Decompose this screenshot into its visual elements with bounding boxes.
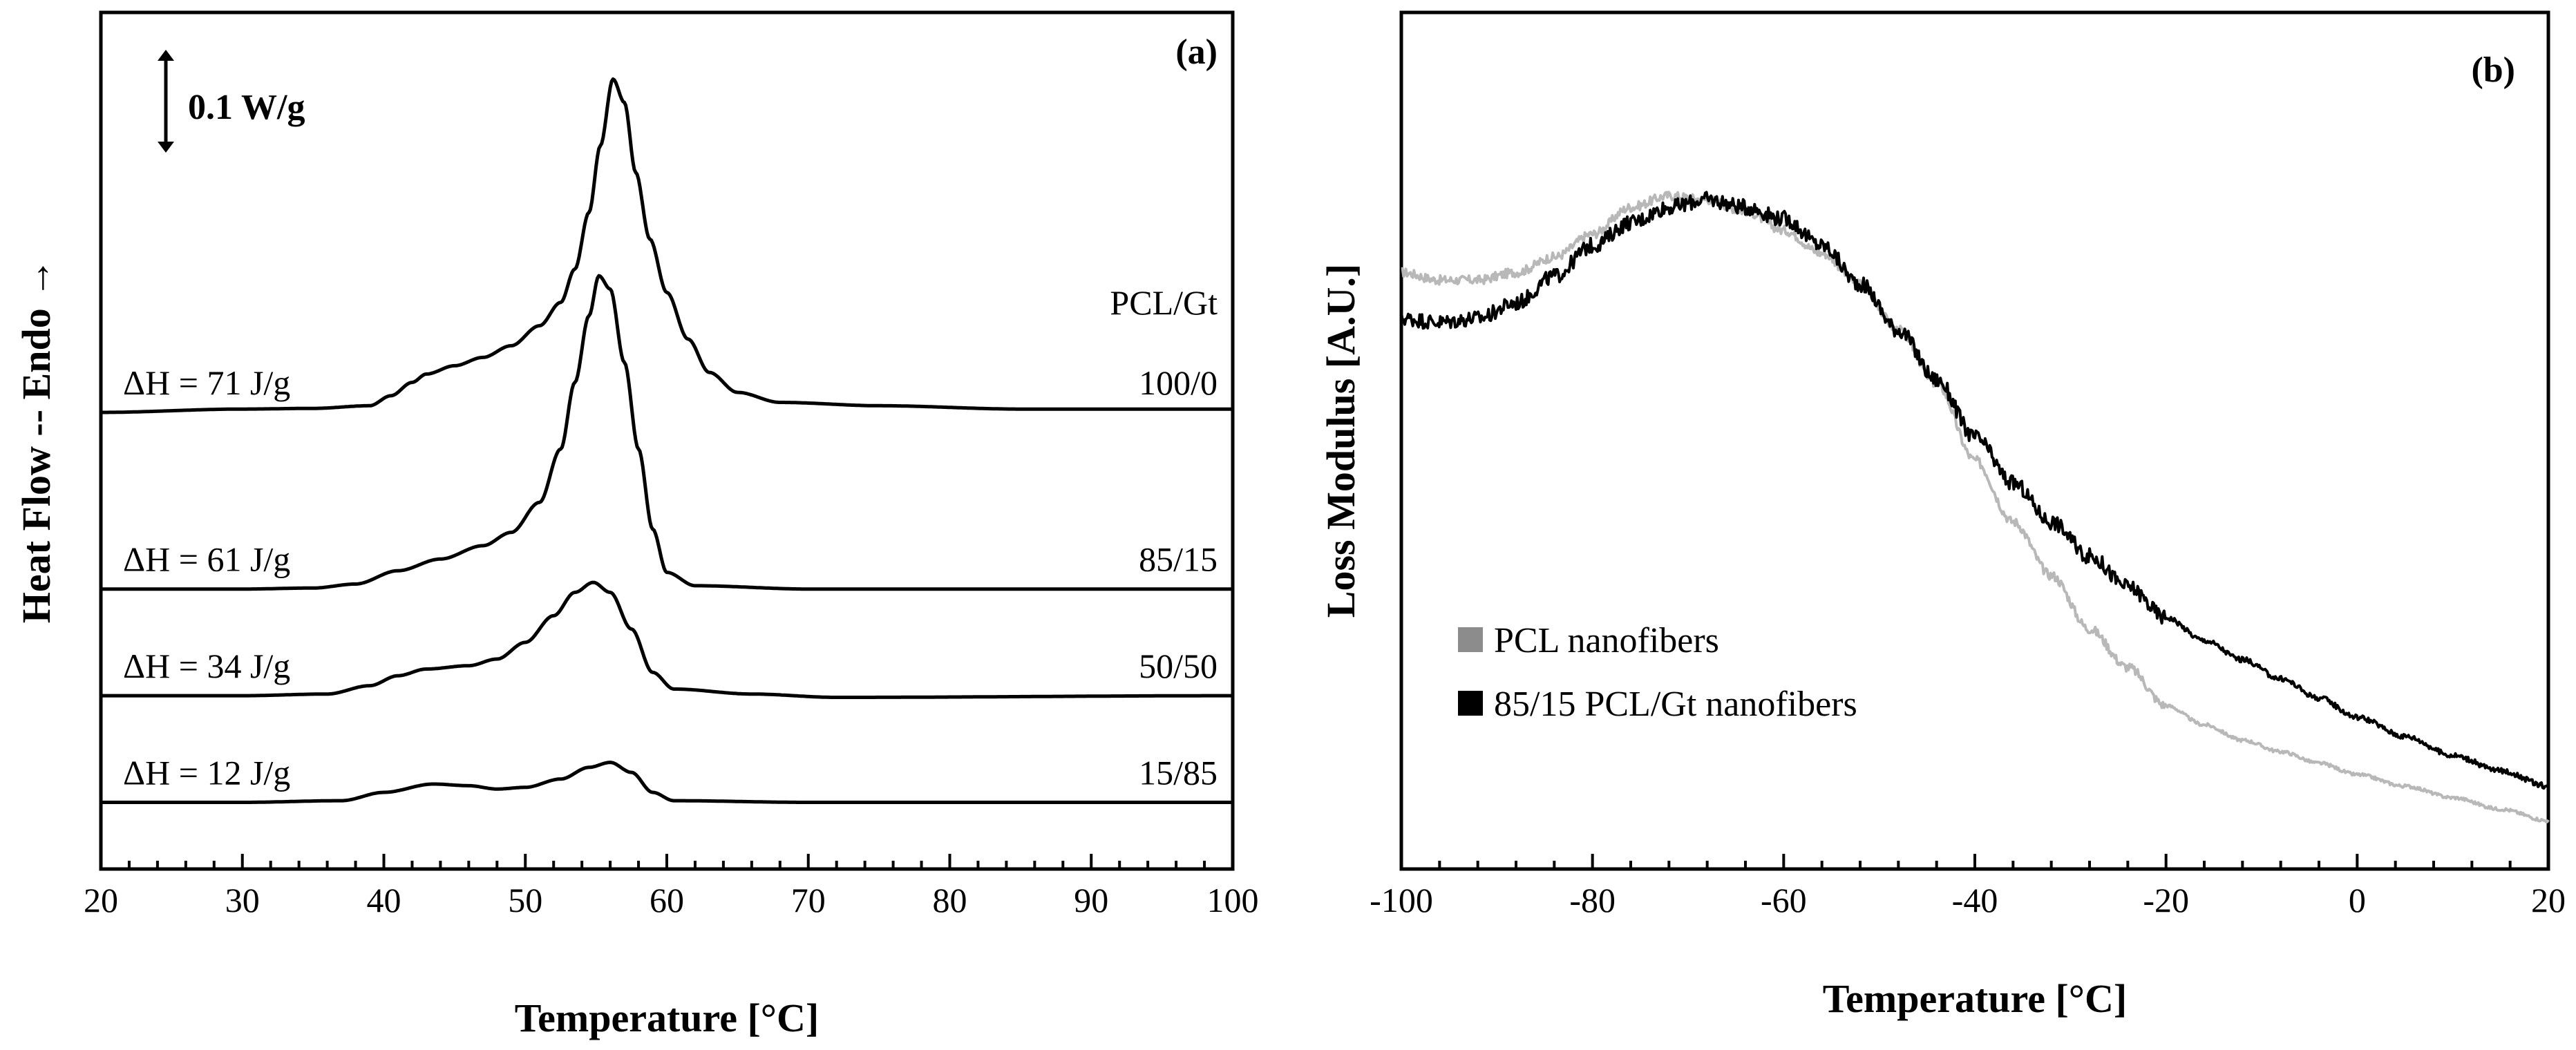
panel-b-x-ticks [1400, 854, 2550, 869]
enthalpy-label: ΔH = 61 J/g [123, 540, 290, 579]
x-tick-label: -60 [1761, 881, 1807, 919]
panel-a-x-tick-labels: 20 30 40 50 60 70 80 90 100 [84, 881, 1259, 919]
panel-a-series-labels: ΔH = 71 J/g 100/0 ΔH = 61 J/g 85/15 ΔH = 34 … [123, 363, 1218, 792]
composition-label: 50/50 [1139, 647, 1218, 685]
x-tick-label: -80 [1569, 881, 1616, 919]
loss-modulus-curve-pcl-gt [1400, 191, 2549, 790]
legend-header: PCL/Gt [1110, 283, 1218, 322]
panel-a-tag: (a) [1175, 32, 1218, 72]
x-tick-label: -20 [2143, 881, 2189, 919]
panel-a-x-ticks [100, 854, 1234, 869]
loss-modulus-curve-pcl [1401, 191, 2550, 823]
dsc-curve-100-0 [100, 77, 1233, 414]
enthalpy-label: ΔH = 12 J/g [123, 754, 290, 792]
x-tick-label: -40 [1952, 881, 1998, 919]
x-tick-label: 20 [84, 881, 118, 919]
x-tick-label: 0 [2349, 881, 2366, 919]
legend-label-pcl-gt: 85/15 PCL/Gt nanofibers [1494, 685, 1857, 724]
x-tick-label: 70 [791, 881, 826, 919]
panel-b-x-tick-labels: -100 -80 -60 -40 -20 0 20 [1370, 881, 2566, 919]
x-tick-label: -100 [1370, 881, 1433, 919]
dsc-curve-50-50 [100, 580, 1233, 699]
panel-a-y-axis-title: Heat Flow -- Endo → [14, 258, 59, 623]
composition-label: 100/0 [1139, 363, 1218, 402]
x-tick-label: 100 [1207, 881, 1259, 919]
x-tick-label: 80 [933, 881, 967, 919]
panel-b-x-axis-title: Temperature [°C] [1823, 976, 2127, 1021]
scale-bar: 0.1 W/g [158, 50, 305, 153]
panel-b-y-axis-title: Loss Modulus [A.U.] [1318, 264, 1363, 618]
panel-b-loss-modulus-chart: -100 -80 -60 -40 -20 0 20 PCL nanofibers 85/15… [1318, 10, 2566, 1021]
dsc-curve-15-85 [100, 761, 1233, 804]
panel-b-plot-frame [1399, 10, 2550, 871]
panel-a-plot-frame [99, 10, 1235, 871]
dsc-curve-85-15 [100, 274, 1233, 591]
enthalpy-label: ΔH = 34 J/g [123, 647, 290, 685]
x-tick-label: 20 [2531, 881, 2566, 919]
x-tick-label: 30 [225, 881, 260, 919]
x-tick-label: 50 [508, 881, 542, 919]
x-tick-label: 40 [367, 881, 401, 919]
composition-label: 15/85 [1139, 754, 1218, 792]
panel-b-tag: (b) [2471, 50, 2515, 90]
panel-b-curves [1400, 191, 2550, 823]
composition-label: 85/15 [1139, 540, 1218, 579]
panel-a-x-axis-title: Temperature [°C] [515, 995, 819, 1040]
legend-swatch-pcl-gt [1458, 691, 1483, 716]
x-tick-label: 60 [650, 881, 684, 919]
enthalpy-label: ΔH = 71 J/g [123, 363, 290, 402]
legend-swatch-pcl [1458, 627, 1483, 652]
panel-a-curves [100, 77, 1233, 804]
x-tick-label: 90 [1074, 881, 1108, 919]
legend-label-pcl: PCL nanofibers [1494, 621, 1719, 660]
panel-a-heat-flow-chart: 20 30 40 50 60 70 80 90 100 ΔH = 71 J/g 100/0ΔH =… [14, 10, 1259, 1040]
scale-bar-label: 0.1 W/g [188, 88, 305, 127]
panel-b-legend: PCL nanofibers 85/15 PCL/Gt nanofibers [1458, 621, 1857, 724]
